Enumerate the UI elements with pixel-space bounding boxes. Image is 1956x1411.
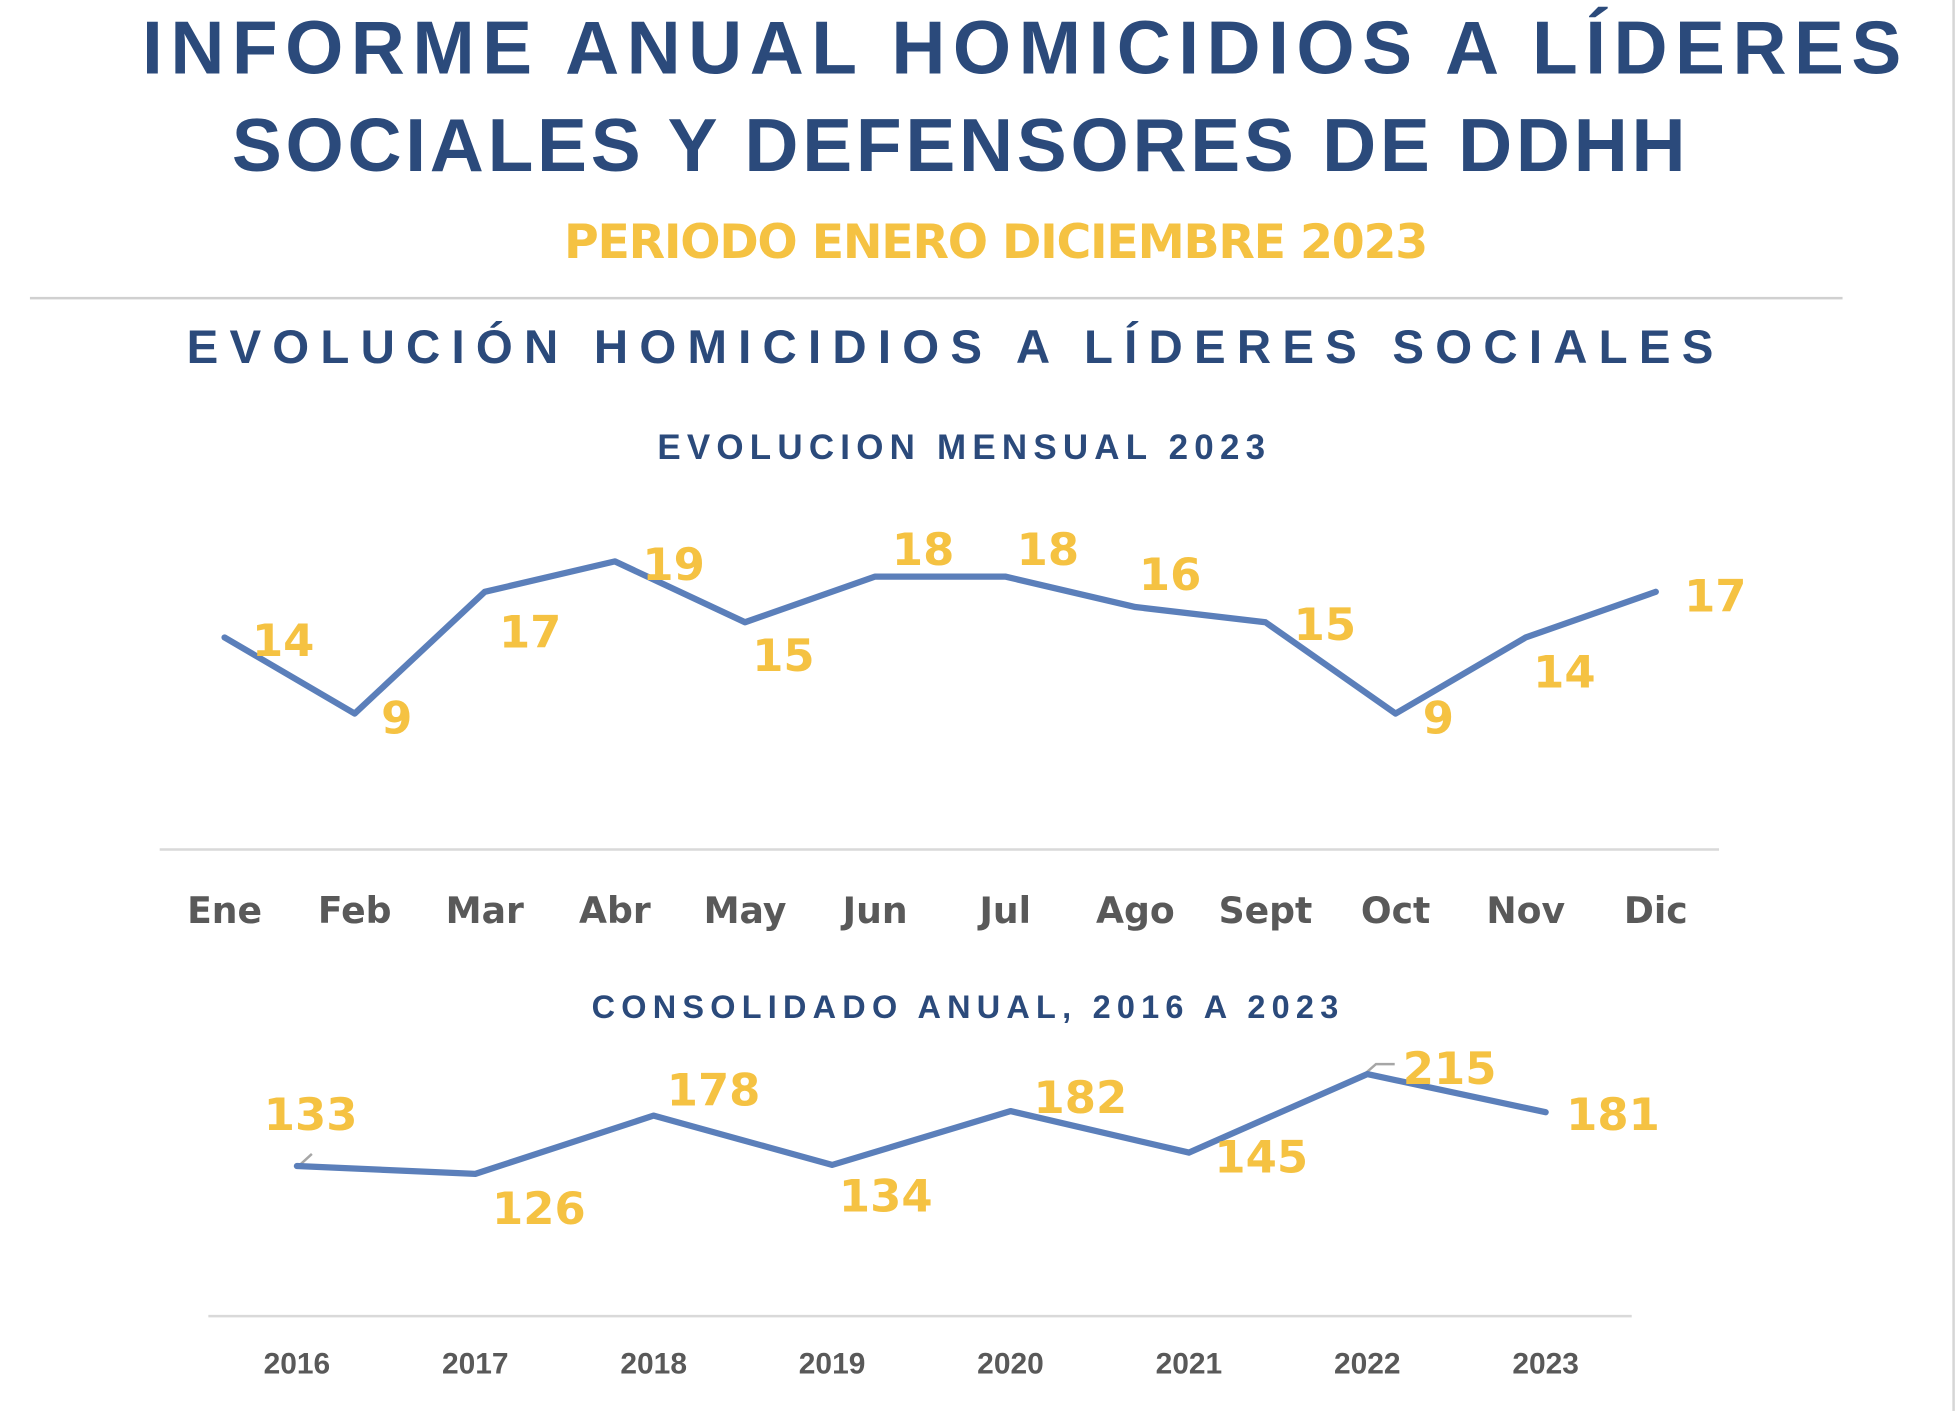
annual-chart: 133 2016 126 2017 178 2018 134 2019 182 2020 145 20… <box>264 1042 1660 1380</box>
annual-chart-title: CONSOLIDADO ANUAL, 2016 A 2023 <box>592 989 1345 1025</box>
monthly-data-label: 15 <box>1294 598 1356 651</box>
annual-data-label: 133 <box>264 1088 358 1141</box>
annual-data-label: 178 <box>667 1063 761 1116</box>
annual-category-label: 2018 <box>620 1347 687 1380</box>
monthly-data-label: 15 <box>752 629 814 682</box>
annual-data-label: 182 <box>1033 1071 1127 1124</box>
monthly-category-label: Mar <box>446 889 524 932</box>
monthly-data-label: 14 <box>252 614 314 667</box>
monthly-category-label: Nov <box>1486 889 1565 932</box>
monthly-data-label: 17 <box>499 605 561 658</box>
monthly-data-label: 16 <box>1139 548 1201 601</box>
monthly-category-label: Jul <box>976 889 1031 932</box>
leader-line-2022 <box>1366 1064 1395 1073</box>
annual-category-label: 2022 <box>1334 1347 1401 1380</box>
monthly-category-label: Feb <box>318 889 392 932</box>
monthly-data-label: 14 <box>1533 645 1595 698</box>
monthly-data-label: 17 <box>1684 569 1746 622</box>
monthly-data-label: 18 <box>1017 523 1079 576</box>
annual-category-label: 2017 <box>442 1347 509 1380</box>
monthly-category-label: Jun <box>840 889 908 932</box>
monthly-chart-title: EVOLUCION MENSUAL 2023 <box>657 428 1271 467</box>
annual-category-label: 2019 <box>799 1347 866 1380</box>
monthly-category-label: Abr <box>579 889 651 932</box>
monthly-data-label: 9 <box>381 692 412 745</box>
annual-series-line <box>297 1074 1546 1174</box>
monthly-chart: 14 Ene 9 Feb 17 Mar 19 Abr 15 May 18 Jun 18 Jul 16 Ago 1… <box>187 523 1746 932</box>
annual-data-label: 181 <box>1566 1088 1660 1141</box>
monthly-category-label: Sept <box>1219 889 1313 932</box>
annual-category-label: 2021 <box>1156 1347 1223 1380</box>
monthly-category-label: Oct <box>1361 889 1430 932</box>
annual-data-label: 134 <box>839 1169 933 1222</box>
monthly-data-label: 18 <box>892 523 954 576</box>
monthly-category-label: Ago <box>1096 889 1175 932</box>
monthly-category-label: May <box>704 889 787 932</box>
annual-data-label: 215 <box>1403 1042 1497 1095</box>
annual-data-label: 126 <box>492 1182 586 1235</box>
annual-category-label: 2016 <box>264 1347 331 1380</box>
monthly-data-label: 19 <box>642 538 704 591</box>
monthly-data-label: 9 <box>1423 692 1454 745</box>
monthly-category-label: Dic <box>1624 889 1688 932</box>
annual-data-label: 145 <box>1214 1131 1308 1184</box>
annual-category-label: 2023 <box>1512 1347 1579 1380</box>
annual-category-label: 2020 <box>977 1347 1044 1380</box>
monthly-category-label: Ene <box>187 889 262 932</box>
